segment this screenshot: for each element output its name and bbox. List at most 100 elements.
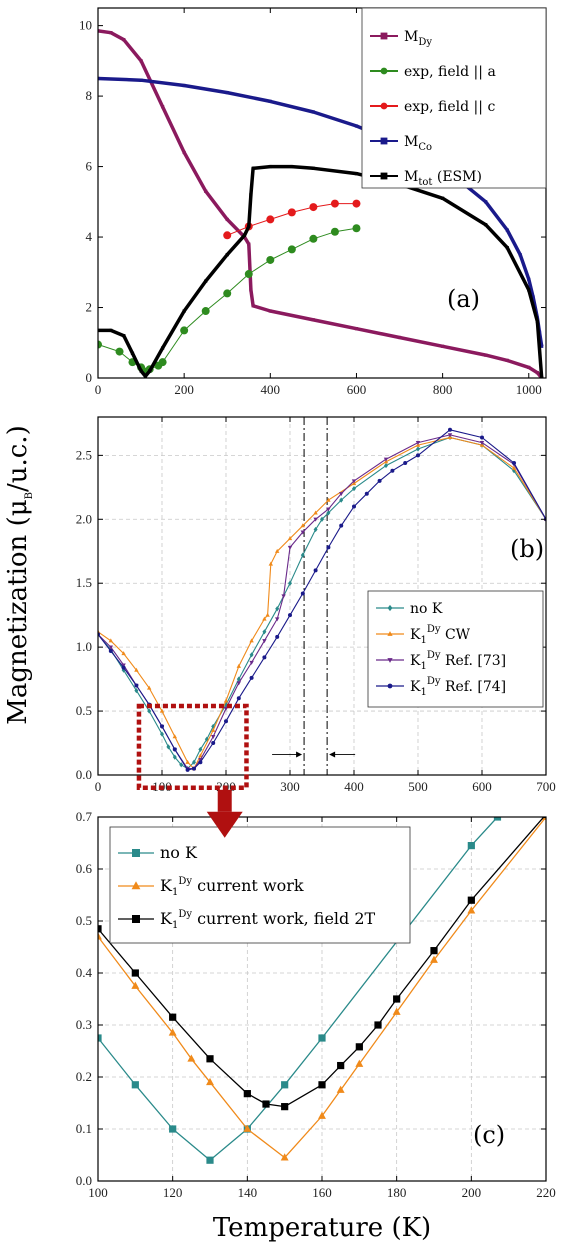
data-point xyxy=(351,479,357,484)
data-point xyxy=(339,497,344,503)
data-point xyxy=(268,99,272,103)
data-point xyxy=(512,468,516,474)
data-point xyxy=(268,309,272,313)
data-point xyxy=(160,724,164,729)
y-tick-label: 4 xyxy=(86,229,93,244)
data-point xyxy=(192,766,196,771)
data-point xyxy=(448,427,452,432)
data-point xyxy=(224,719,228,724)
data-point xyxy=(441,196,445,200)
legend-label-tail: Ref. [74] xyxy=(441,679,507,695)
panel-b-chart: 0 100 200 300 400 500 600 7000.00.51.01.52.02.5… xyxy=(76,416,556,794)
plot-frame xyxy=(97,7,547,379)
data-point xyxy=(223,289,232,298)
data-point xyxy=(397,335,402,340)
legend-label-sub: 1 xyxy=(420,687,426,698)
data-point xyxy=(330,199,339,208)
data-point xyxy=(512,461,516,466)
data-point xyxy=(281,1081,289,1089)
data-point xyxy=(206,1077,214,1086)
data-point xyxy=(326,507,331,512)
data-point xyxy=(374,1021,382,1029)
data-point xyxy=(511,465,517,470)
legend-label-sub: Dy xyxy=(418,37,432,48)
data-point xyxy=(159,708,165,713)
arrow-left-head xyxy=(296,751,303,758)
legend-label-sub: 1 xyxy=(172,887,178,898)
y-tick-label: 2.0 xyxy=(76,511,92,526)
legend-marker xyxy=(387,658,393,663)
data-point xyxy=(161,105,165,109)
data-point xyxy=(262,639,267,644)
legend-label-sup: Dy xyxy=(178,909,192,920)
data-point xyxy=(161,346,165,350)
data-point xyxy=(225,253,229,257)
data-point xyxy=(318,1034,326,1042)
data-point xyxy=(243,1124,252,1132)
series-group xyxy=(98,427,546,772)
data-point xyxy=(311,318,315,322)
y-tick-label: 1.5 xyxy=(76,575,92,590)
data-point xyxy=(98,1034,102,1042)
arrow-right-head xyxy=(329,751,336,758)
legend-label-sup: Dy xyxy=(178,876,192,887)
data-point xyxy=(281,594,286,599)
legend-label: K1Dy current work, field 2T xyxy=(160,909,376,931)
data-point xyxy=(249,193,253,197)
data-point xyxy=(109,328,113,333)
data-point xyxy=(185,767,190,772)
data-point xyxy=(169,1125,177,1133)
legend-label: Mtot (ESM) xyxy=(404,169,482,188)
data-point xyxy=(535,371,539,375)
data-point xyxy=(300,523,305,528)
data-point xyxy=(484,223,488,227)
legend-box xyxy=(361,7,547,189)
x-axis-label: Temperature (K) xyxy=(213,1213,431,1243)
x-tick-label: 600 xyxy=(347,382,367,397)
data-point xyxy=(115,347,124,356)
x-tick-label: 100 xyxy=(88,1185,108,1200)
data-point xyxy=(311,166,315,170)
data-point xyxy=(211,741,216,746)
plot-frame xyxy=(97,416,547,776)
y-tick-label: 0.3 xyxy=(76,1017,92,1032)
x-tick-label: 600 xyxy=(472,779,492,794)
zoom-indicator xyxy=(136,703,249,838)
data-point xyxy=(467,906,476,914)
data-point xyxy=(247,242,251,246)
data-point xyxy=(479,440,485,445)
data-point xyxy=(484,353,488,357)
data-point xyxy=(243,1090,251,1098)
data-point xyxy=(275,634,280,639)
data-point xyxy=(172,754,177,760)
data-point xyxy=(139,369,143,373)
zoom-arrow-head xyxy=(206,811,243,838)
data-point xyxy=(201,307,210,316)
data-point xyxy=(169,1013,177,1021)
data-point xyxy=(355,1043,363,1051)
data-point xyxy=(172,734,177,739)
data-point xyxy=(211,735,216,740)
x-tick-label: 200 xyxy=(462,1185,482,1200)
data-point xyxy=(313,517,318,522)
y-tick-label: 0.4 xyxy=(76,965,93,980)
x-tick-label: 160 xyxy=(312,1185,332,1200)
legend-label: MCo xyxy=(404,134,432,153)
x-tick-label: 0 xyxy=(95,779,102,794)
legend-label-base: K xyxy=(410,653,421,669)
data-point xyxy=(313,568,318,573)
panel-label: (b) xyxy=(510,535,544,563)
x-tick-label: 120 xyxy=(163,1185,183,1200)
data-point xyxy=(300,591,305,596)
data-point xyxy=(192,759,196,765)
data-point xyxy=(236,696,241,701)
data-point xyxy=(330,227,339,236)
legend-marker xyxy=(131,881,141,890)
x-tick-label: 140 xyxy=(238,1185,258,1200)
data-point xyxy=(326,510,331,516)
data-point xyxy=(288,580,292,586)
data-point xyxy=(467,842,475,850)
data-point xyxy=(236,676,241,682)
